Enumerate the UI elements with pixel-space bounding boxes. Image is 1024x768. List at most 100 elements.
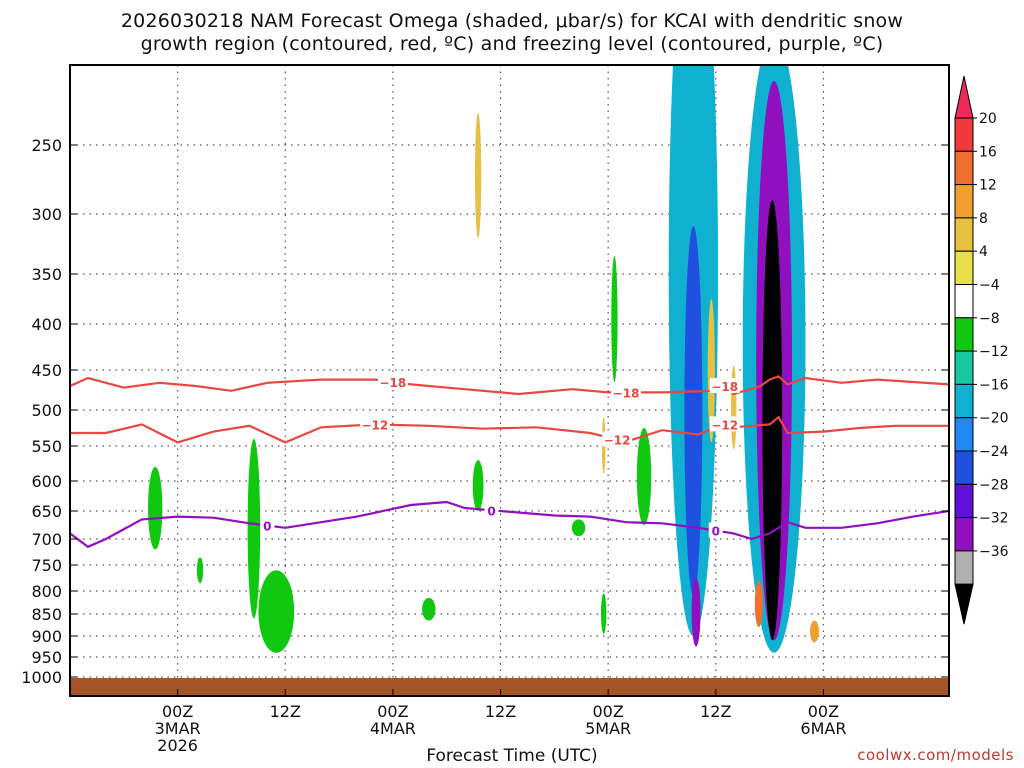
colorbar-label-3: 8 bbox=[979, 211, 988, 227]
contour-label-1-0: −12 bbox=[362, 418, 389, 432]
contour-label-bg-2-1 bbox=[484, 502, 499, 518]
y-tick-label-550: 550 bbox=[31, 437, 62, 456]
omega-region-13 bbox=[684, 225, 703, 596]
contour-line-2 bbox=[70, 500, 949, 549]
x-tick-label-36-0: 12Z bbox=[485, 702, 516, 721]
contour-line-0 bbox=[70, 375, 949, 396]
colorbar-label-5: −4 bbox=[979, 278, 1000, 294]
colorbar-label-2: 12 bbox=[979, 178, 997, 194]
colorbar-box-9 bbox=[954, 383, 974, 419]
x-tick-label-48-1: 5MAR bbox=[585, 719, 631, 738]
colorbar-label-10: −24 bbox=[979, 444, 1009, 460]
y-tick-label-350: 350 bbox=[31, 265, 62, 284]
y-tick-label-300: 300 bbox=[31, 205, 62, 224]
omega-region-21 bbox=[809, 620, 819, 643]
y-axis: 250 300 350 400 450 500 550 600 650 700 750 800 850 9… bbox=[21, 136, 949, 687]
contour-label-2-1: 0 bbox=[487, 504, 495, 518]
contour-label-bg-0-2 bbox=[709, 378, 740, 393]
omega-region-6 bbox=[422, 597, 436, 621]
colorbar-label-12: −32 bbox=[979, 511, 1009, 527]
x-tick-label-60-0: 12Z bbox=[700, 702, 731, 721]
x-tick-label-0-1: 3MAR bbox=[155, 719, 201, 738]
omega-region-7 bbox=[571, 519, 586, 537]
contour-label-bg-2-0 bbox=[260, 517, 275, 533]
colorbar-box-10 bbox=[954, 417, 974, 452]
ground-fill bbox=[70, 678, 949, 696]
y-tick-label-650: 650 bbox=[31, 502, 62, 521]
colorbar-box-5 bbox=[954, 250, 974, 285]
y-tick-label-250: 250 bbox=[31, 136, 62, 155]
x-tick-label-12-0: 12Z bbox=[270, 702, 301, 721]
colorbar-label-13: −36 bbox=[979, 544, 1009, 560]
colorbar-label-9: −20 bbox=[979, 411, 1009, 427]
colorbar-label-0: 20 bbox=[979, 111, 997, 127]
x-tick-label-72-0: 00Z bbox=[808, 702, 839, 721]
colorbar-box-12 bbox=[954, 483, 974, 519]
x-tick-label-24-0: 00Z bbox=[377, 702, 408, 721]
colorbar-label-6: −8 bbox=[979, 311, 1000, 327]
x-tick-label-48-0: 00Z bbox=[592, 702, 623, 721]
omega-region-9 bbox=[611, 256, 618, 382]
contour-label-bg-0-1 bbox=[611, 384, 642, 400]
omega-shading bbox=[148, 65, 819, 653]
colorbar-box-3 bbox=[954, 184, 974, 219]
colorbar-arrow-bottom bbox=[954, 583, 974, 625]
omega-region-5 bbox=[472, 460, 484, 511]
contour-label-bg-1-2 bbox=[709, 416, 740, 432]
omega-region-1 bbox=[196, 557, 204, 584]
contour-label-bg-1-1 bbox=[602, 431, 633, 447]
contour-label-0-0: −18 bbox=[380, 376, 407, 390]
omega-region-10 bbox=[600, 593, 607, 634]
y-tick-label-750: 750 bbox=[31, 556, 62, 575]
omega-region-20 bbox=[754, 580, 763, 628]
colorbar-legend: 20 16 12 8 4 −4 −8 −12 −16 −20 −24 −28 −32 −36 bbox=[954, 75, 1009, 625]
omega-region-11 bbox=[636, 428, 652, 525]
colorbar-label-7: −12 bbox=[979, 344, 1009, 360]
omega-region-14 bbox=[691, 578, 701, 647]
y-tick-label-850: 850 bbox=[31, 605, 62, 624]
y-tick-label-500: 500 bbox=[31, 401, 62, 420]
contour-line-1 bbox=[70, 415, 949, 444]
colorbar-box-2 bbox=[954, 150, 974, 186]
contour-label-bg-1-0 bbox=[359, 416, 390, 432]
x-tick-label-0-0: 00Z bbox=[162, 702, 193, 721]
y-tick-label-400: 400 bbox=[31, 315, 62, 334]
omega-region-19 bbox=[762, 200, 783, 641]
contour-label-0-2: −18 bbox=[711, 380, 738, 394]
omega-region-3 bbox=[258, 570, 295, 653]
contour-label-1-1: −12 bbox=[604, 434, 631, 448]
x-tick-label-72-1: 6MAR bbox=[800, 719, 846, 738]
colorbar-box-1 bbox=[954, 117, 974, 152]
contour-label-bg-2-2 bbox=[708, 522, 723, 538]
watermark: coolwx.com/models bbox=[857, 746, 1014, 764]
chart-title-line2: growth region (contoured, red, ºC) and f… bbox=[140, 33, 884, 55]
x-tick-label-0-2: 2026 bbox=[157, 736, 198, 755]
colorbar-arrow-top bbox=[954, 75, 974, 119]
y-tick-label-450: 450 bbox=[31, 361, 62, 380]
colorbar-label-1: 16 bbox=[979, 144, 997, 160]
y-tick-label-1000: 1000 bbox=[21, 668, 62, 687]
plot-frame bbox=[69, 64, 950, 697]
contour-label-2-0: 0 bbox=[263, 520, 271, 534]
colorbar-box-8 bbox=[954, 350, 974, 385]
colorbar-label-4: 4 bbox=[979, 244, 988, 260]
colorbar-box-14 bbox=[954, 550, 974, 585]
y-tick-label-600: 600 bbox=[31, 472, 62, 491]
contour-label-2-2: 0 bbox=[712, 525, 720, 539]
colorbar-box-4 bbox=[954, 217, 974, 252]
y-tick-label-800: 800 bbox=[31, 582, 62, 601]
y-tick-label-700: 700 bbox=[31, 530, 62, 549]
x-axis-label: Forecast Time (UTC) bbox=[426, 746, 598, 766]
colorbar-label-11: −28 bbox=[979, 477, 1009, 493]
x-tick-label-24-1: 4MAR bbox=[370, 719, 416, 738]
colorbar-box-6 bbox=[954, 284, 974, 319]
y-tick-label-950: 950 bbox=[31, 648, 62, 667]
y-tick-label-900: 900 bbox=[31, 627, 62, 646]
omega-region-2 bbox=[247, 438, 261, 619]
omega-region-15 bbox=[707, 299, 715, 443]
contour-label-bg-0-0 bbox=[377, 374, 408, 389]
chart-title-line1: 2026030218 NAM Forecast Omega (shaded, μ… bbox=[120, 10, 904, 32]
omega-region-4 bbox=[474, 113, 482, 238]
